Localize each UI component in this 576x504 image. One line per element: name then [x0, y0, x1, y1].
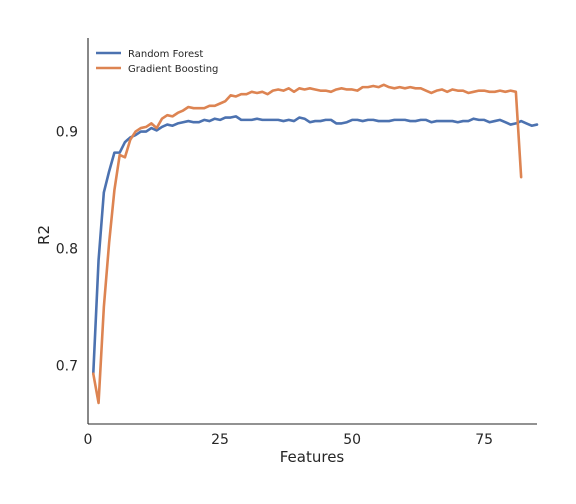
legend-label-1: Random Forest — [128, 49, 203, 60]
x-axis-label: Features — [280, 448, 345, 466]
legend: Random Forest Gradient Boosting — [96, 49, 218, 75]
x-tick-label: 25 — [211, 432, 229, 448]
y-tick-label: 0.8 — [56, 242, 78, 258]
legend-label-2: Gradient Boosting — [128, 64, 218, 75]
y-axis-label: R2 — [35, 225, 53, 245]
x-tick-labels: 0 25 50 75 — [84, 432, 494, 448]
series-line-2 — [91, 83, 523, 405]
x-tick-label: 50 — [343, 432, 361, 448]
y-tick-label: 0.7 — [56, 359, 78, 375]
x-tick-label: 75 — [475, 432, 493, 448]
plot-lines — [91, 83, 539, 405]
x-tick-label: 0 — [84, 432, 93, 448]
series-line-1 — [91, 115, 539, 376]
y-tick-labels: 0.7 0.8 0.9 — [56, 125, 78, 375]
y-tick-label: 0.9 — [56, 125, 78, 141]
